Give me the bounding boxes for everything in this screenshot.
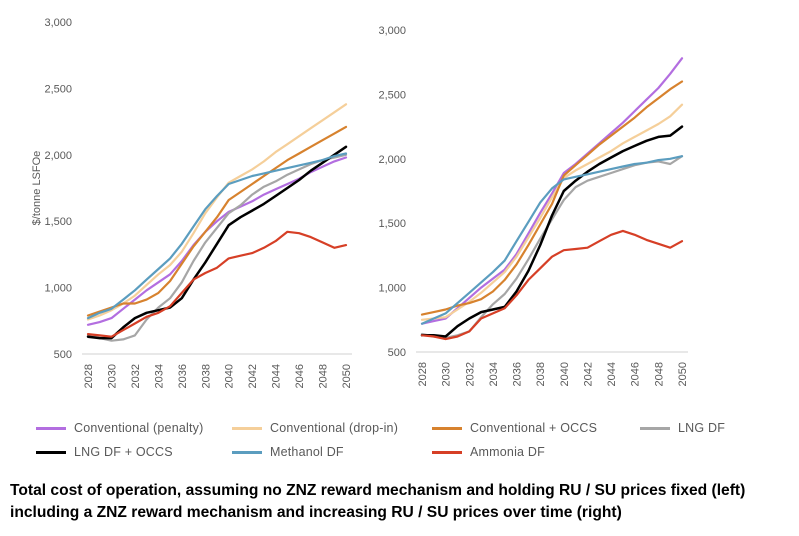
series-line-lng-df-occs	[420, 125, 684, 338]
x-tick-label: 2036	[177, 364, 189, 388]
legend-label: Ammonia DF	[470, 445, 545, 459]
charts-area: 500 1,000 1,500 2,000 2,500 3,000 $/tonne LSFO…	[31, 17, 689, 388]
x-tick-label: 2044	[271, 364, 283, 388]
y-tick-label: 1,000	[44, 283, 72, 295]
legend-item-lng-df-occs: LNG DF + OCCS	[36, 442, 173, 462]
x-tick-label: 2048	[653, 362, 665, 386]
caption-line-2: including a ZNZ reward mechanism and inc…	[10, 504, 622, 521]
x-tick-label: 2034	[488, 362, 500, 386]
y-tick-label: 3,000	[378, 25, 406, 37]
x-tick-label: 2030	[441, 362, 453, 386]
legend: Conventional (penalty) Conventional (dro…	[0, 410, 799, 470]
series-line-ammonia-df	[420, 229, 684, 341]
legend-item-methanol-df: Methanol DF	[232, 442, 344, 462]
x-tick-label: 2042	[582, 362, 594, 386]
legend-item-conventional-occs: Conventional + OCCS	[432, 418, 597, 438]
x-tick-label: 2050	[677, 362, 689, 386]
figure-caption: Total cost of operation, assuming no ZNZ…	[10, 480, 795, 524]
legend-label: Conventional + OCCS	[470, 421, 598, 435]
x-tick-label: 2030	[106, 364, 118, 388]
x-tick-label: 2040	[559, 362, 571, 386]
legend-swatch	[640, 426, 670, 430]
series-line-lng-df-occs	[86, 145, 348, 340]
series-line-conventional-drop-in	[420, 103, 684, 321]
x-tick-label: 2032	[130, 364, 142, 388]
legend-item-conventional-drop-in: Conventional (drop-in)	[232, 418, 398, 438]
x-tick-label: 2044	[606, 362, 618, 386]
legend-swatch	[232, 450, 262, 454]
legend-item-lng-df: LNG DF	[640, 418, 725, 438]
series-line-lng-df	[86, 153, 348, 342]
x-tick-label: 2032	[464, 362, 476, 386]
legend-swatch	[36, 426, 66, 430]
series-line-conventional-drop-in	[86, 103, 348, 321]
legend-label: Conventional (drop-in)	[270, 421, 399, 435]
series-line-methanol-df	[420, 155, 684, 325]
x-tick-label: 2038	[535, 362, 547, 386]
series-line-conventional-occs	[86, 125, 348, 317]
y-tick-label: 2,500	[44, 83, 72, 95]
y-tick-label: 1,500	[378, 218, 406, 230]
y-tick-label: 2,000	[44, 150, 72, 162]
series-line-conventional-occs	[420, 80, 684, 316]
legend-swatch	[432, 450, 462, 454]
x-tick-label: 2036	[512, 362, 524, 386]
series-line-methanol-df	[86, 152, 348, 320]
right-chart: 500 1,000 1,500 2,000 2,500 3,000 2028 2030 2032…	[378, 25, 689, 386]
series-line-conventional-penalty	[86, 156, 348, 326]
x-tick-label: 2028	[83, 364, 95, 388]
y-tick-label: 3,000	[44, 17, 72, 29]
x-tick-label: 2028	[417, 362, 429, 386]
legend-item-ammonia-df: Ammonia DF	[432, 442, 545, 462]
y-tick-label: 1,500	[44, 216, 72, 228]
legend-label: LNG DF + OCCS	[74, 445, 173, 459]
y-tick-label: 500	[54, 349, 72, 361]
y-tick-label: 2,000	[378, 154, 406, 166]
y-axis-title: $/tonne LSFOe	[31, 151, 43, 226]
x-tick-label: 2042	[247, 364, 259, 388]
x-tick-label: 2038	[200, 364, 212, 388]
legend-swatch	[232, 426, 262, 430]
legend-item-conventional-penalty: Conventional (penalty)	[36, 418, 203, 438]
y-tick-label: 500	[388, 347, 406, 359]
x-tick-label: 2046	[630, 362, 642, 386]
x-tick-label: 2040	[224, 364, 236, 388]
legend-label: LNG DF	[678, 421, 726, 435]
x-tick-label: 2050	[341, 364, 353, 388]
y-tick-label: 1,000	[378, 283, 406, 295]
series-line-conventional-penalty	[420, 57, 684, 325]
legend-swatch	[36, 450, 66, 454]
y-tick-label: 2,500	[378, 89, 406, 101]
caption-line-1: Total cost of operation, assuming no ZNZ…	[10, 482, 746, 499]
legend-label: Methanol DF	[270, 445, 344, 459]
x-tick-label: 2046	[294, 364, 306, 388]
left-chart: 500 1,000 1,500 2,000 2,500 3,000 $/tonne LSFO…	[31, 17, 353, 388]
legend-label: Conventional (penalty)	[74, 421, 204, 435]
legend-swatch	[432, 426, 462, 430]
x-tick-label: 2034	[153, 364, 165, 388]
series-line-ammonia-df	[86, 230, 348, 338]
series-line-lng-df	[420, 155, 684, 339]
x-tick-label: 2048	[318, 364, 330, 388]
